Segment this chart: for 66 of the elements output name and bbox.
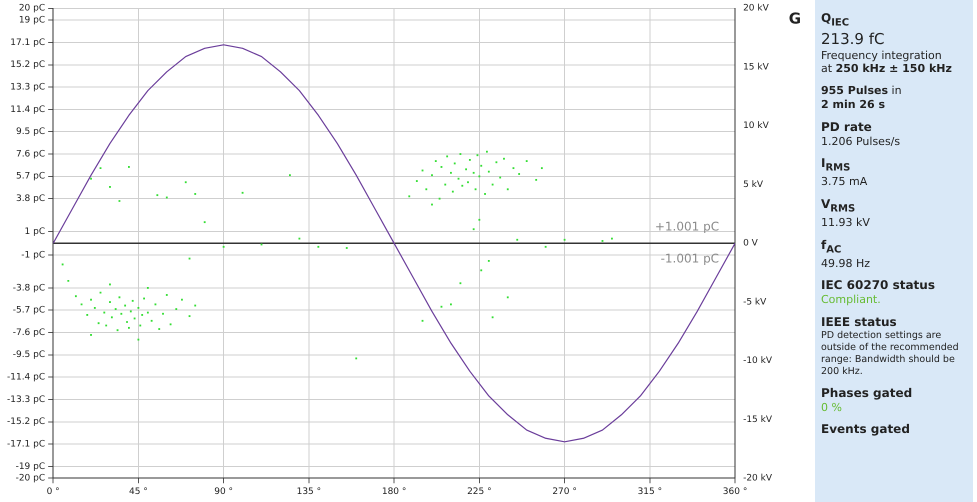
- text: 49.98 Hz: [821, 256, 870, 270]
- y-tick-label: -9.5 pC: [12, 350, 46, 360]
- text: V$_{RMS}$: [821, 197, 856, 214]
- y-tick-label: 15.2 pC: [10, 60, 46, 70]
- x-tick-label: 315 °: [638, 486, 662, 497]
- text: Compliant.: [821, 293, 881, 306]
- text: 3.75 mA: [821, 175, 868, 188]
- y2-tick-label: 0 V: [743, 238, 759, 249]
- y2-tick-label: -5 kV: [743, 297, 768, 308]
- x-tick-label: 225 °: [467, 486, 492, 497]
- text: 0 %: [821, 400, 842, 414]
- text: Q$_{IEC}$: [821, 11, 850, 28]
- text: IEEE status: [821, 315, 897, 330]
- y-tick-label: 5.7 pC: [16, 172, 46, 182]
- y-tick-label: 19 pC: [18, 15, 46, 26]
- annotation: +1.001 pC: [654, 219, 720, 234]
- annotation: -1.001 pC: [660, 251, 720, 266]
- y2-tick-label: -20 kV: [743, 474, 773, 484]
- y2-tick-label: 10 kV: [743, 121, 770, 132]
- text: 1.206 Pulses/s: [821, 134, 900, 148]
- x-tick-label: 135 °: [296, 486, 322, 497]
- y-tick-label: -13.3 pC: [6, 394, 46, 405]
- y-tick-label: 9.5 pC: [16, 127, 46, 138]
- y-tick-label: 20 pC: [18, 4, 46, 14]
- y-tick-label: -15.2 pC: [6, 417, 46, 428]
- y2-tick-label: 15 kV: [743, 62, 770, 72]
- text: in: [892, 84, 902, 98]
- y-tick-label: 11.4 pC: [10, 104, 46, 115]
- text: at: [821, 62, 832, 76]
- text: 250 kHz ± 150 kHz: [836, 62, 952, 76]
- y-tick-label: -7.6 pC: [12, 328, 46, 338]
- text: 11.93 kV: [821, 216, 870, 229]
- y-tick-label: -17.1 pC: [6, 439, 46, 450]
- x-tick-label: 90 °: [214, 486, 234, 497]
- y-tick-label: 13.3 pC: [10, 82, 46, 92]
- y-tick-label: 3.8 pC: [16, 194, 46, 204]
- y-tick-label: -1 pC: [21, 250, 46, 260]
- x-tick-label: 270 °: [552, 486, 577, 497]
- text: 213.9 fC: [821, 30, 884, 48]
- x-tick-label: 45 °: [128, 486, 148, 497]
- text: Frequency integration: [821, 48, 942, 62]
- text: PD detection settings are outside of the recommended range: Bandwidth should be 200 kHz.: [821, 330, 959, 377]
- text: I$_{RMS}$: [821, 156, 850, 174]
- x-tick-label: 0 °: [46, 486, 60, 497]
- y2-tick-label: -10 kV: [743, 356, 773, 366]
- y-tick-label: -3.8 pC: [12, 283, 46, 294]
- text: f$_{AC}$: [821, 238, 842, 256]
- y-tick-label: 7.6 pC: [16, 149, 46, 160]
- y-tick-label: -11.4 pC: [6, 372, 46, 383]
- y-tick-label: 17.1 pC: [10, 38, 46, 48]
- y2-tick-label: -15 kV: [743, 414, 773, 425]
- y2-tick-label: 5 kV: [743, 180, 764, 190]
- x-tick-label: 180 °: [382, 486, 406, 497]
- text: Events gated: [821, 422, 910, 436]
- text: PD rate: [821, 120, 872, 134]
- text: 2 min 26 s: [821, 98, 886, 111]
- y-tick-label: 1 pC: [24, 226, 46, 237]
- y-tick-label: -20 pC: [16, 474, 46, 484]
- text: G: [788, 9, 801, 28]
- text: IEC 60270 status: [821, 278, 935, 292]
- x-tick-label: 360 °: [722, 486, 748, 497]
- y-tick-label: -19 pC: [16, 462, 46, 472]
- text: Phases gated: [821, 386, 912, 400]
- text: 955 Pulses: [821, 84, 888, 98]
- y-tick-label: -5.7 pC: [12, 306, 46, 316]
- y2-tick-label: 20 kV: [743, 4, 770, 14]
